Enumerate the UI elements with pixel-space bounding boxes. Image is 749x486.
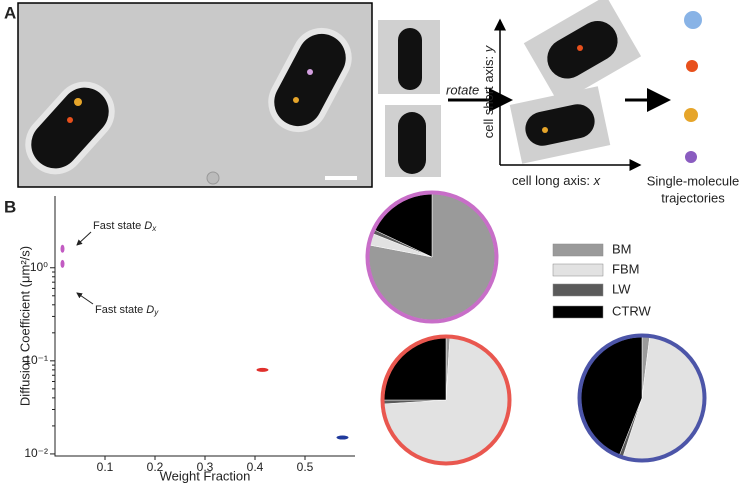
pie-border [380,334,512,466]
pie-slice [383,337,447,401]
y-tick-label: 10⁰ [30,260,48,274]
point [336,435,349,440]
annotation: Fast state Dy [95,304,159,317]
point [256,367,269,372]
point [60,244,65,253]
legend-swatch [552,305,604,319]
x-tick-label: 0.5 [297,460,314,474]
point [60,259,65,268]
annotation-symbol: D [146,304,154,316]
legend-swatch [552,243,604,257]
annotation-subscript: y [153,308,159,317]
annotation-subscript: x [151,224,157,233]
pie-border [577,333,707,463]
axis-var: y [481,44,496,53]
legend-label: FBM [612,261,639,276]
legend-swatch [552,283,604,297]
x-tick-label: 0.1 [97,460,114,474]
axis-label: cell long axis: x [512,173,601,188]
annotation-text: Fast state [93,220,141,232]
panel-label: B [4,197,16,216]
axis-text: cell long axis: [512,173,590,188]
legend-label: CTRW [612,303,651,318]
x-tick-label: 0.3 [197,460,214,474]
x-tick-label: 0.4 [247,460,264,474]
axis-label: cell short axis: y [481,44,496,138]
result-label: trajectories [661,190,725,205]
legend-label: BM [612,241,632,256]
annotation-text: Fast state [95,304,143,316]
panel-label: A [4,3,16,22]
axis-text: cell short axis: [481,56,496,138]
axis-var: x [593,173,601,188]
x-tick-label: 0.2 [147,460,164,474]
legend-swatch [552,263,604,277]
axis-frame [54,196,355,457]
y-tick-label: 10⁻¹ [24,353,48,367]
annotation-symbol: D [144,220,152,232]
y-axis-label: Diffusion Coefficient (μm²/s) [17,246,32,406]
legend-label: LW [612,281,631,296]
y-tick-label: 10⁻² [24,446,48,460]
rotate-label: rotate [446,82,479,97]
x-axis-label: Weight Fraction [160,468,251,483]
pie-border [365,190,499,324]
annotation-arrow [76,231,92,246]
result-label: Single-molecule [647,173,740,188]
annotation: Fast state Dx [93,220,157,233]
microscopy-image [17,0,702,188]
annotation-arrow [76,292,94,305]
